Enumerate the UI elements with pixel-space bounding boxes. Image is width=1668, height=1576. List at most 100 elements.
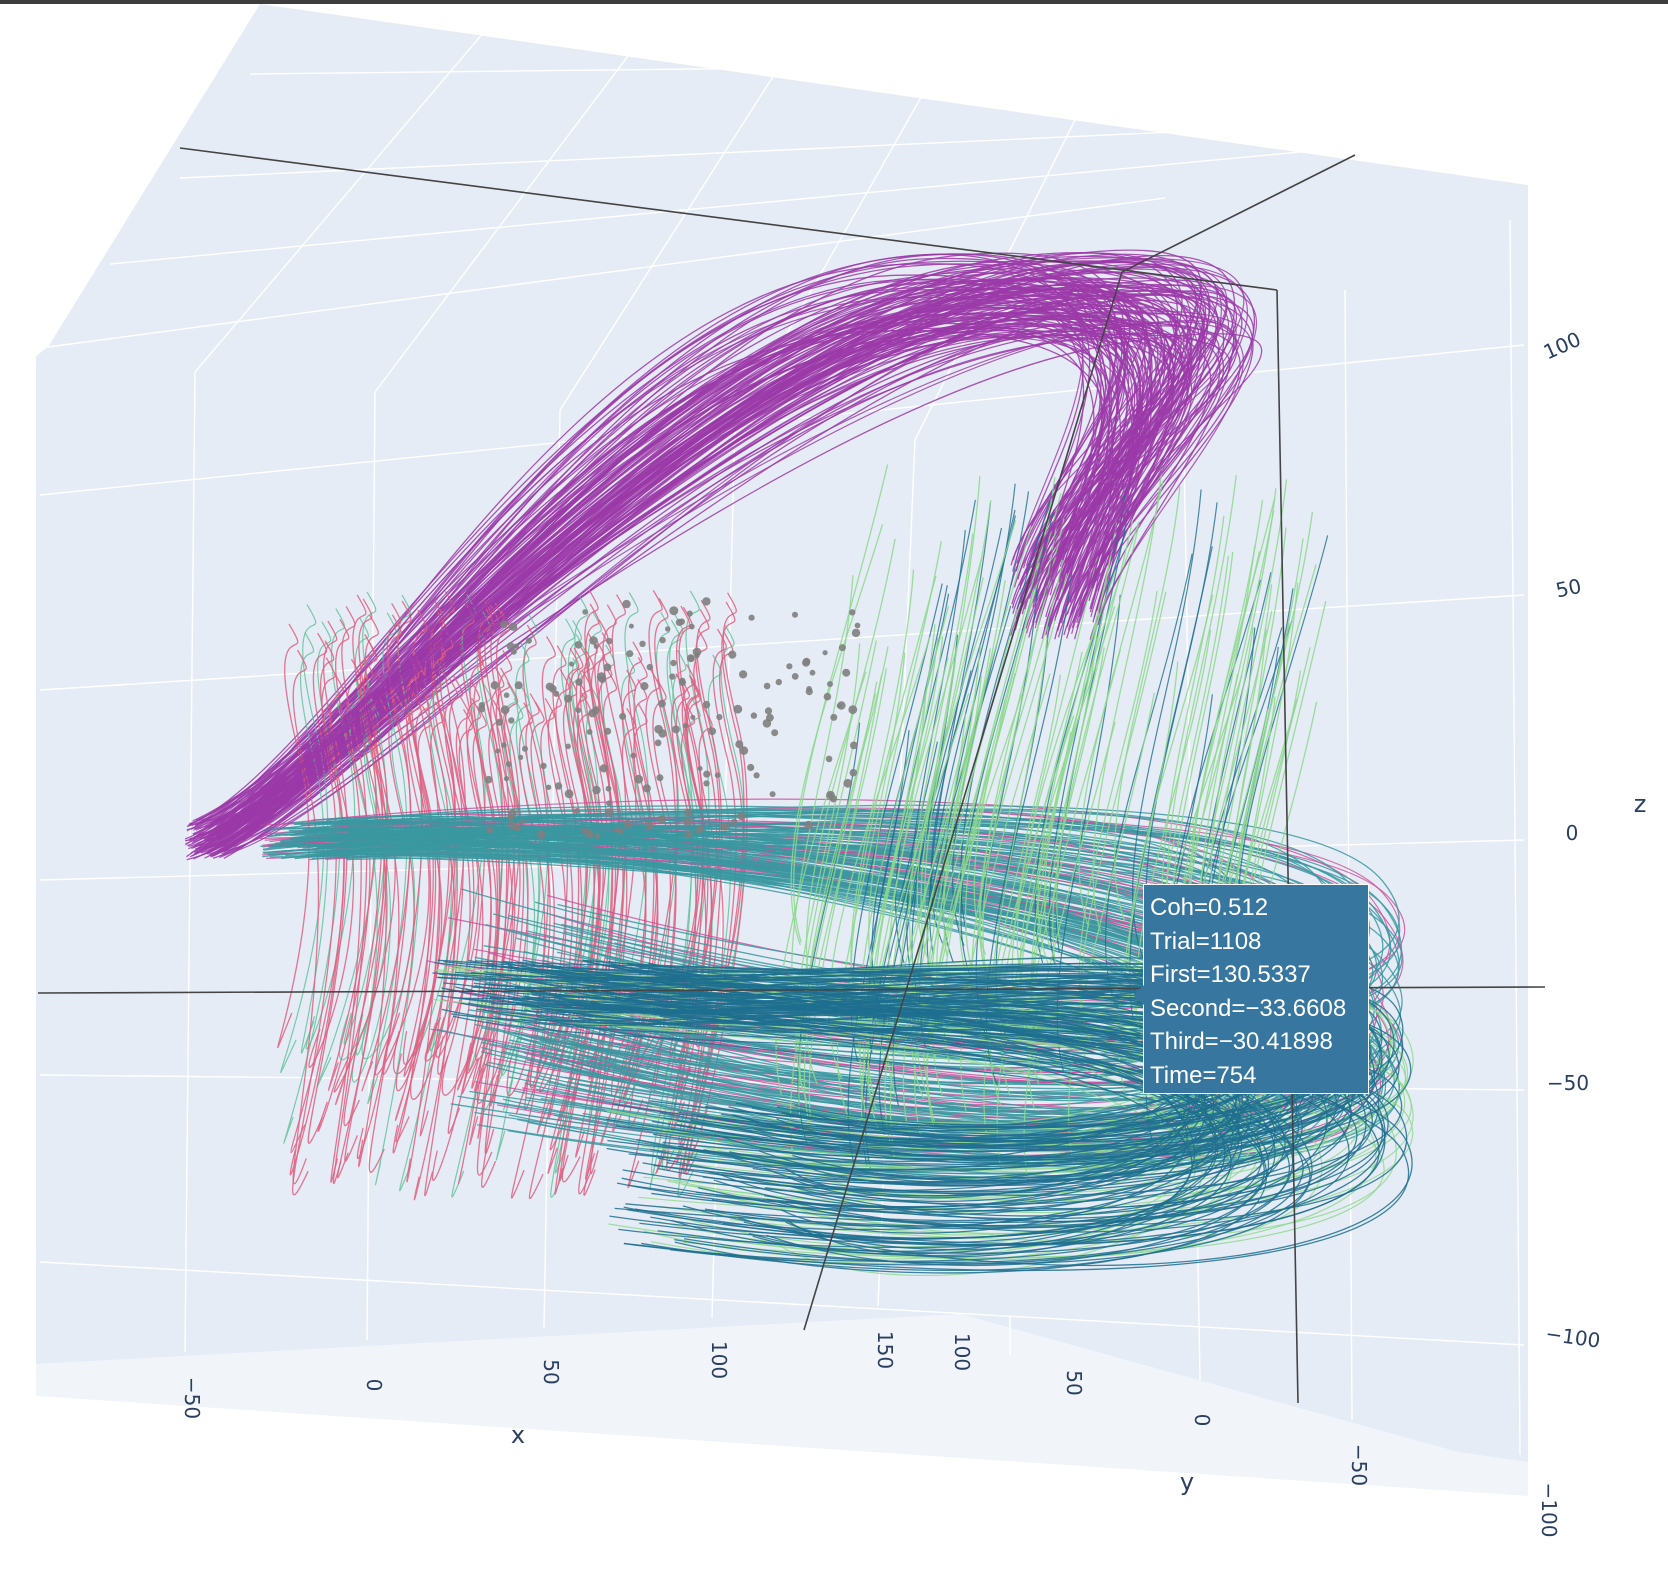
time-marker bbox=[565, 743, 571, 750]
hover-tooltip: Coh=0.512 Trial=1108 First=130.5337 Seco… bbox=[1133, 884, 1369, 1094]
trace-line bbox=[775, 671, 867, 1095]
x-axis-title: x bbox=[511, 1421, 525, 1449]
trace-line bbox=[1011, 556, 1099, 1019]
time-marker bbox=[484, 775, 493, 784]
trace-line bbox=[455, 986, 1240, 1211]
time-marker bbox=[628, 623, 634, 629]
time-marker bbox=[605, 785, 612, 792]
trace-line bbox=[978, 560, 1064, 991]
time-marker bbox=[545, 682, 554, 691]
trace-line bbox=[568, 990, 1234, 1227]
time-marker bbox=[606, 800, 612, 807]
y-tick-label: 100 bbox=[950, 1333, 974, 1371]
time-marker bbox=[753, 772, 760, 779]
trace-line bbox=[618, 1001, 1263, 1249]
time-marker bbox=[586, 729, 593, 735]
trace-line bbox=[343, 598, 383, 1127]
trace-line bbox=[222, 295, 1176, 830]
trace-line bbox=[465, 609, 521, 1074]
tooltip-third: Third=−30.41898 bbox=[1150, 1028, 1333, 1055]
grid-line-top-3 bbox=[249, 59, 1501, 75]
time-marker bbox=[574, 808, 580, 814]
time-marker bbox=[684, 830, 693, 839]
trace-line bbox=[330, 619, 362, 1183]
time-marker bbox=[508, 809, 517, 818]
grid-line-x-1 bbox=[366, 391, 376, 1341]
time-marker bbox=[791, 673, 799, 680]
window-top-border bbox=[0, 0, 1668, 4]
trace-line bbox=[1037, 521, 1118, 970]
tooltip-first: First=130.5337 bbox=[1150, 961, 1311, 988]
time-marker bbox=[486, 826, 494, 834]
trace-line bbox=[572, 1003, 1299, 1227]
trace-line bbox=[958, 518, 1050, 976]
time-marker bbox=[642, 784, 651, 793]
trace-line bbox=[441, 1008, 1303, 1222]
trace-line bbox=[1052, 527, 1139, 979]
time-marker bbox=[568, 661, 575, 667]
trace-group-4 bbox=[185, 257, 1413, 1274]
time-marker bbox=[519, 819, 525, 825]
trace-line bbox=[216, 314, 1170, 829]
trace-line bbox=[219, 283, 1206, 859]
time-marker bbox=[683, 817, 693, 827]
trace-line bbox=[570, 987, 1413, 1267]
trace-line bbox=[334, 614, 389, 1106]
time-marker bbox=[825, 755, 833, 763]
time-marker bbox=[604, 808, 614, 817]
spike-line-vertical-left bbox=[803, 271, 1123, 1331]
time-marker bbox=[639, 640, 646, 647]
time-marker bbox=[670, 659, 677, 667]
time-marker bbox=[822, 650, 828, 656]
trace-line bbox=[192, 277, 1146, 822]
axis-titles: x y z bbox=[511, 790, 1646, 1496]
trace-line bbox=[675, 605, 704, 1096]
time-marker bbox=[703, 770, 711, 778]
time-marker bbox=[503, 692, 510, 698]
grid-line-top-0 bbox=[47, 197, 1166, 348]
trace-line bbox=[926, 509, 1016, 987]
trace-line bbox=[452, 1015, 1219, 1240]
trace-line bbox=[186, 279, 1085, 858]
time-marker bbox=[665, 626, 671, 632]
time-marker bbox=[575, 707, 582, 714]
time-marker bbox=[540, 762, 547, 770]
time-marker bbox=[657, 815, 667, 824]
time-marker bbox=[525, 637, 532, 644]
trace-line bbox=[920, 476, 981, 951]
time-marker bbox=[763, 682, 771, 690]
spike-line-vertical-right bbox=[1276, 289, 1299, 1404]
time-marker bbox=[849, 768, 858, 777]
trace-line bbox=[1113, 486, 1181, 921]
time-marker bbox=[739, 746, 749, 755]
trace-line bbox=[908, 533, 974, 971]
time-marker bbox=[604, 727, 612, 735]
time-marker bbox=[702, 700, 711, 709]
time-marker bbox=[669, 673, 676, 680]
time-marker bbox=[703, 780, 710, 787]
z-tick-label: 0 bbox=[1566, 821, 1579, 845]
time-marker bbox=[634, 774, 644, 784]
time-marker bbox=[690, 714, 696, 720]
time-marker bbox=[506, 642, 515, 651]
time-marker bbox=[490, 681, 499, 690]
time-marker bbox=[606, 637, 613, 645]
time-marker bbox=[658, 699, 666, 708]
time-marker bbox=[809, 669, 816, 676]
grid-line-top-1 bbox=[109, 151, 1301, 265]
y-tick-label: 50 bbox=[1062, 1370, 1086, 1395]
tooltip-time: Time=754 bbox=[1150, 1061, 1257, 1089]
trace-line bbox=[367, 612, 408, 1105]
trace-line bbox=[916, 520, 1017, 961]
time-marker bbox=[826, 790, 835, 800]
trace-line bbox=[798, 681, 878, 1142]
time-marker bbox=[686, 654, 695, 663]
trace-line bbox=[798, 640, 878, 1091]
x-tick-label: 0 bbox=[362, 1379, 386, 1392]
trace-line bbox=[431, 709, 484, 1181]
trace-line bbox=[207, 260, 1191, 849]
trace-line bbox=[943, 526, 1033, 957]
time-marker bbox=[804, 820, 813, 830]
trace-line bbox=[206, 258, 1245, 839]
